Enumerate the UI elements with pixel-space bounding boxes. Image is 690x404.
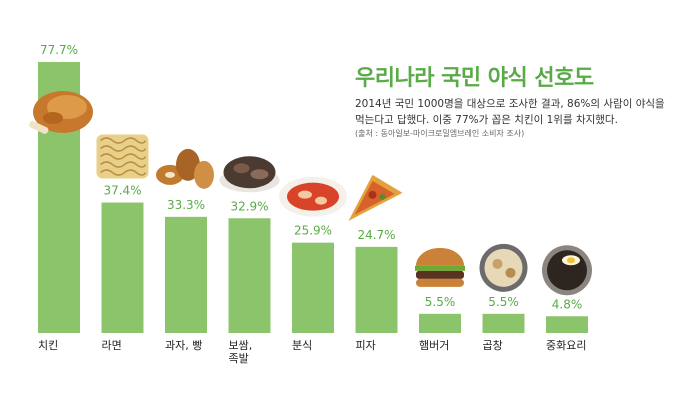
- value-label: 32.9%: [230, 199, 268, 213]
- category-label: 곱창: [483, 339, 503, 352]
- value-label: 24.7%: [357, 228, 395, 242]
- pizza-slice-image: [348, 174, 403, 221]
- bar: [546, 316, 588, 333]
- category-label: 피자: [356, 339, 376, 352]
- category-label: 치킨: [38, 339, 58, 352]
- category-label: 중화요리: [546, 339, 586, 352]
- gopchang-image: [479, 243, 528, 292]
- tteokbokki-bunsik-image: [279, 176, 347, 217]
- chart-title: 우리나라 국민 야식 선호도: [355, 66, 594, 91]
- bar: [355, 246, 398, 333]
- category-label: 보쌈, 족발: [229, 339, 253, 365]
- bar: [101, 202, 144, 333]
- bar: [165, 216, 207, 333]
- chart-source: (출처 : 동아일보-마이크로밀엠브레인 소비자 조사): [355, 129, 525, 138]
- bar: [419, 313, 461, 333]
- fried-chicken-drumstick-image: [29, 91, 93, 134]
- value-label: 5.5%: [425, 295, 456, 309]
- category-label: 라면: [102, 339, 122, 352]
- value-label: 33.3%: [167, 198, 205, 212]
- value-label: 25.9%: [294, 224, 332, 238]
- instant-ramen-noodles-image: [96, 134, 149, 179]
- chart-description: 2014년 국민 1000명을 대상으로 조사한 결과, 86%의 사람이 야식…: [355, 98, 665, 126]
- category-label: 분식: [292, 339, 312, 352]
- category-label: 과자, 빵: [165, 339, 202, 352]
- chinese-noodles-image: [542, 245, 592, 296]
- value-label: 37.4%: [103, 184, 141, 198]
- bossam-jokbal-image: [219, 156, 280, 193]
- bar: [292, 242, 334, 333]
- category-label: 햄버거: [419, 339, 449, 352]
- hamburger-image: [415, 247, 465, 287]
- bar: [228, 218, 271, 333]
- value-label: 77.7%: [40, 43, 78, 57]
- bar: [482, 313, 525, 333]
- pastries-and-bread-image: [156, 148, 214, 189]
- value-label: 5.5%: [488, 295, 519, 309]
- value-label: 4.8%: [552, 297, 583, 311]
